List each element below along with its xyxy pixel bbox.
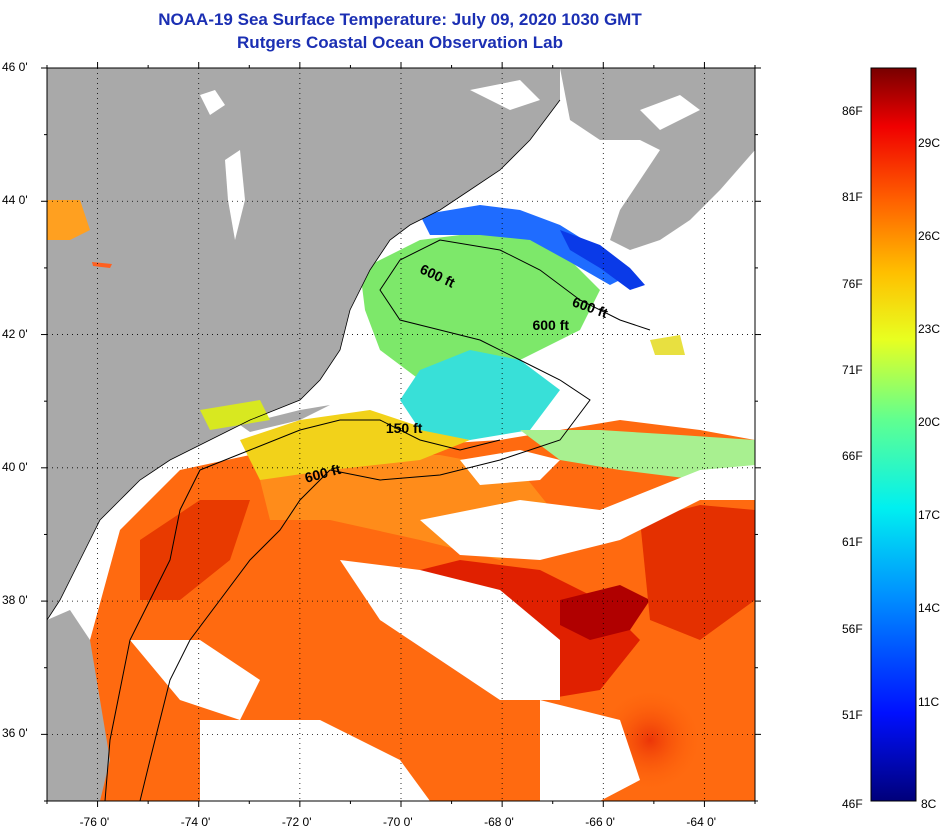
contour-150ft-line — [199, 419, 501, 471]
land-maritimes — [560, 68, 755, 250]
yellow-offshore-patch — [650, 335, 685, 355]
contour-depth-label: 600 ft — [532, 316, 570, 333]
green-gulf-water — [360, 230, 600, 380]
blue-cold-water — [420, 205, 630, 285]
contour-inner-shelf — [104, 469, 201, 801]
temperature-colorbar — [870, 67, 917, 802]
cloud-patch — [130, 640, 260, 720]
lat-tick-label: 36 0' — [2, 726, 28, 741]
legend-fahrenheit-label: 56F — [842, 621, 863, 636]
legend-fahrenheit-label: 66F — [842, 449, 863, 464]
contour-shelf-break — [139, 469, 331, 801]
lon-tick-label: -70 0' — [383, 815, 413, 829]
legend-celsius-label: 23C — [918, 321, 941, 336]
cloud-patch — [340, 560, 560, 700]
lon-tick-label: -74 0' — [180, 815, 211, 829]
contour-depth-label: 150 ft — [385, 419, 423, 436]
map-title: NOAA-19 Sea Surface Temperature: July 09… — [158, 10, 642, 29]
lat-tick-label: 40 0' — [2, 459, 28, 474]
legend-fahrenheit-label: 51F — [842, 707, 863, 722]
land-long-island — [240, 405, 330, 432]
legend-fahrenheit-label: 81F — [842, 190, 863, 205]
cloud-patch — [540, 700, 640, 801]
warm-lake-patch — [92, 262, 112, 268]
land-delmarva — [47, 610, 110, 801]
warm-lake-patch — [47, 200, 90, 240]
light-green-shelf — [520, 430, 755, 480]
legend-fahrenheit-label: 86F — [842, 104, 863, 119]
legend-celsius-label: 20C — [918, 415, 941, 430]
legend-celsius-label: 26C — [918, 228, 941, 243]
map-subtitle: Rutgers Coastal Ocean Observation Lab — [237, 33, 563, 52]
contour-600ft-line — [329, 239, 651, 481]
legend-celsius-label: 11C — [918, 694, 940, 709]
gulf-stream-core — [560, 585, 650, 640]
cyan-gulf-water — [400, 350, 560, 440]
axis-ticks — [41, 62, 761, 807]
legend-fahrenheit-label: 71F — [842, 362, 863, 377]
legend-fahrenheit-label: 46F — [842, 797, 863, 811]
legend-fahrenheit-label: 61F — [842, 535, 863, 550]
graticule — [47, 68, 755, 801]
cloud-over-land — [200, 90, 225, 115]
cloud-patch — [460, 450, 560, 485]
coastline — [47, 99, 561, 621]
yellow-shelf-water — [240, 410, 470, 480]
cloud-patch — [200, 720, 430, 801]
bathymetry-contours — [104, 239, 651, 801]
cloud-over-land — [640, 95, 700, 130]
blue-bay-water — [560, 230, 645, 290]
lat-tick-label: 46 0' — [2, 60, 28, 74]
land-new-england — [47, 68, 560, 620]
lat-tick-label: 38 0' — [2, 593, 28, 608]
lon-tick-label: -68 0' — [484, 815, 514, 829]
red-east-region — [640, 505, 755, 640]
red-coastal-strip — [140, 500, 250, 600]
lon-tick-label: -72 0' — [281, 815, 312, 829]
legend-celsius-label: 14C — [918, 601, 941, 616]
lon-tick-label: -66 0' — [585, 815, 615, 829]
lat-tick-label: 44 0' — [2, 193, 28, 208]
cloud-over-land — [225, 150, 245, 240]
legend-celsius-label: 29C — [918, 135, 941, 150]
cloud-patch — [420, 465, 755, 560]
legend-fahrenheit-label: 76F — [842, 276, 863, 291]
legend-celsius-label: 17C — [918, 508, 941, 523]
cloud-over-land — [470, 80, 540, 110]
lon-tick-label: -76 0' — [79, 815, 110, 829]
legend-celsius-label: 8C — [921, 797, 937, 811]
yellow-coastal-patch — [200, 400, 270, 430]
lon-tick-label: -64 0' — [686, 815, 717, 829]
lat-tick-label: 42 0' — [2, 326, 28, 341]
